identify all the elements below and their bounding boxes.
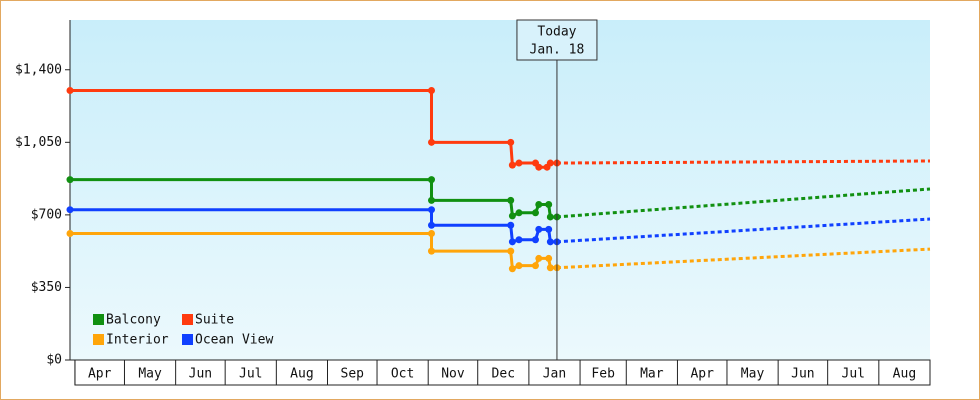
price-point <box>546 238 554 246</box>
price-point <box>508 238 516 246</box>
price-point <box>507 138 515 146</box>
forecast-line <box>556 217 931 244</box>
price-point <box>427 206 435 214</box>
today-box <box>516 19 598 61</box>
today-date: Jan. 18 <box>530 43 585 58</box>
legend-swatch <box>93 314 104 325</box>
x-tick-label: Nov <box>441 367 465 382</box>
price-point <box>507 221 515 229</box>
price-point <box>531 236 539 244</box>
price-point <box>515 159 523 167</box>
price-point <box>507 247 515 255</box>
price-point <box>508 212 516 220</box>
y-tick-label: $350 <box>31 280 62 295</box>
price-point <box>535 225 543 233</box>
price-point <box>66 206 74 214</box>
x-tick-label: Apr <box>88 367 112 382</box>
x-tick-label: Jul <box>842 367 865 382</box>
price-point <box>546 159 554 167</box>
x-tick-label: Aug <box>893 367 916 382</box>
price-point <box>66 86 74 94</box>
today-label: Today <box>537 25 576 40</box>
price-point <box>546 213 554 221</box>
x-tick-label: Jun <box>189 367 212 382</box>
price-point <box>515 209 523 217</box>
price-point <box>545 254 553 262</box>
y-tick-label: $700 <box>31 207 62 222</box>
forecast-line <box>556 247 931 270</box>
x-tick-label: Oct <box>391 367 414 382</box>
price-point <box>427 196 435 204</box>
price-point <box>546 264 554 272</box>
x-tick-label: Mar <box>640 367 664 382</box>
price-point <box>427 247 435 255</box>
legend-swatch <box>93 334 104 345</box>
x-tick-label: Jun <box>791 367 814 382</box>
price-point <box>515 236 523 244</box>
legend-label: Ocean View <box>195 333 273 348</box>
price-point <box>531 209 539 217</box>
x-tick-label: Feb <box>591 367 615 382</box>
price-point <box>545 201 553 209</box>
legend-label: Balcony <box>106 313 161 328</box>
x-tick-label: May <box>741 367 765 382</box>
price-point <box>507 196 515 204</box>
price-point <box>427 230 435 238</box>
price-point <box>66 230 74 238</box>
x-tick-label: Jul <box>239 367 262 382</box>
price-point <box>427 221 435 229</box>
price-point <box>427 138 435 146</box>
x-tick-label: Jan <box>543 367 566 382</box>
price-point <box>531 262 539 270</box>
forecast-line <box>556 159 931 165</box>
price-point <box>545 225 553 233</box>
price-point <box>535 254 543 262</box>
legend-label: Interior <box>106 333 169 348</box>
price-point <box>427 176 435 184</box>
legend-swatch <box>182 334 193 345</box>
x-tick-label: Dec <box>492 367 515 382</box>
legend-label: Suite <box>195 313 234 328</box>
x-tick-label: Sep <box>341 367 365 382</box>
price-point <box>515 262 523 270</box>
price-point <box>427 86 435 94</box>
plot-area <box>70 20 930 360</box>
x-tick-label: Apr <box>690 367 714 382</box>
price-point <box>508 161 516 169</box>
y-tick-label: $1,400 <box>15 62 62 77</box>
forecast-line <box>556 187 931 219</box>
price-point <box>535 163 543 171</box>
legend-swatch <box>182 314 193 325</box>
price-point <box>66 176 74 184</box>
x-axis-band <box>74 359 931 386</box>
y-tick-label: $1,050 <box>15 135 62 150</box>
price-point <box>508 265 516 273</box>
price-point <box>535 201 543 209</box>
x-tick-label: May <box>138 367 162 382</box>
x-tick-label: Aug <box>290 367 313 382</box>
y-tick-label: $0 <box>46 353 62 368</box>
